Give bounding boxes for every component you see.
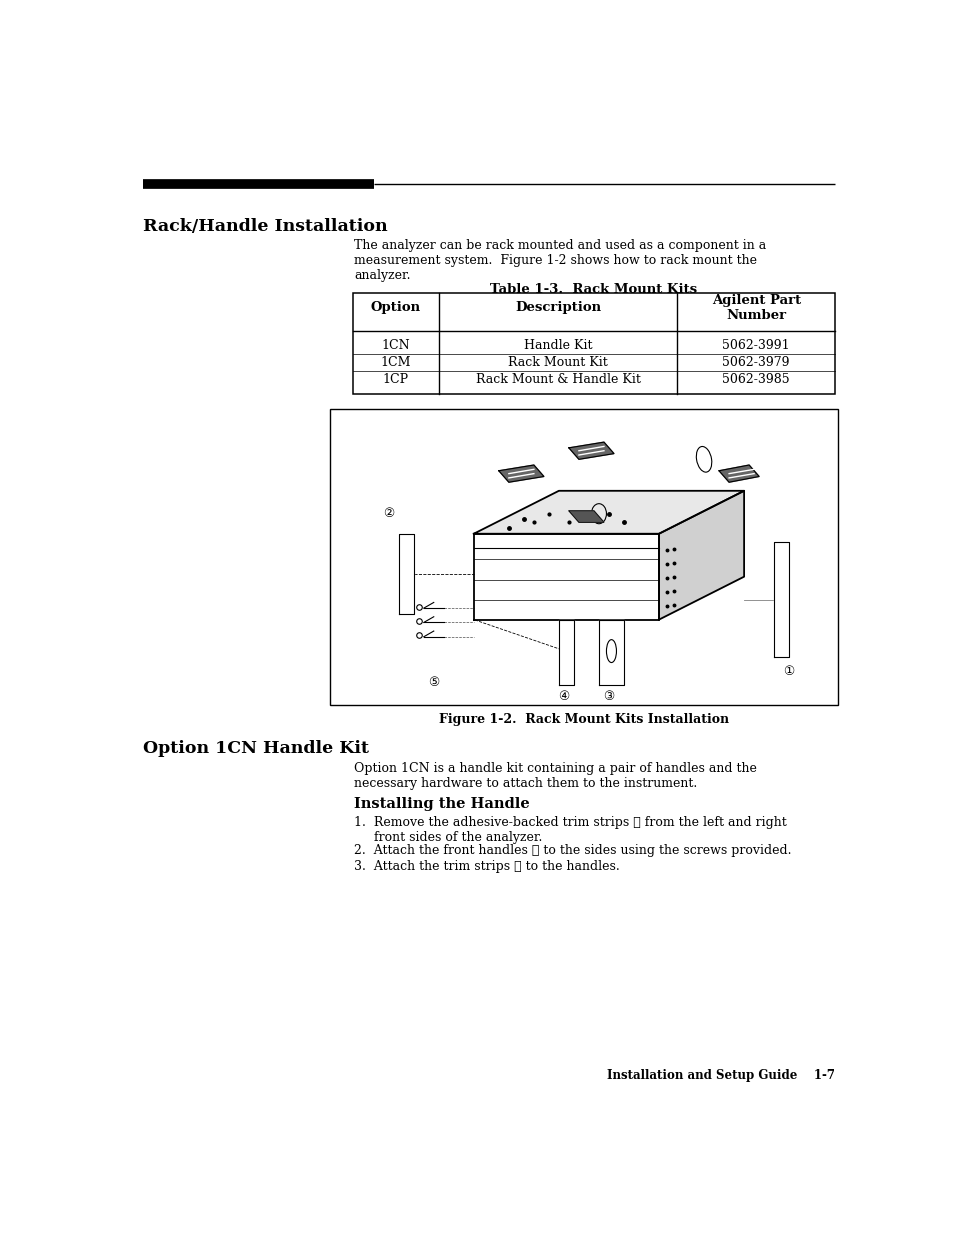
Text: 1.  Remove the adhesive-backed trim strips ① from the left and right: 1. Remove the adhesive-backed trim strip… <box>354 816 786 829</box>
Text: front sides of the analyzer.: front sides of the analyzer. <box>354 831 542 844</box>
Text: Description: Description <box>515 301 600 315</box>
Text: 1CM: 1CM <box>380 356 411 369</box>
Text: 5062-3991: 5062-3991 <box>721 338 789 352</box>
Bar <box>353 293 834 394</box>
Text: The analyzer can be rack mounted and used as a component in a: The analyzer can be rack mounted and use… <box>354 238 766 252</box>
Text: Handle Kit: Handle Kit <box>523 338 592 352</box>
Text: Rack Mount & Handle Kit: Rack Mount & Handle Kit <box>476 373 639 385</box>
Text: Rack/Handle Installation: Rack/Handle Installation <box>143 217 387 235</box>
Text: Option 1CN Handle Kit: Option 1CN Handle Kit <box>143 740 369 757</box>
Text: Option 1CN is a handle kit containing a pair of handles and the: Option 1CN is a handle kit containing a … <box>354 762 757 774</box>
Text: 5062-3979: 5062-3979 <box>721 356 789 369</box>
Text: Figure 1-2.  Rack Mount Kits Installation: Figure 1-2. Rack Mount Kits Installation <box>438 713 729 726</box>
Text: 3.  Attach the trim strips ④ to the handles.: 3. Attach the trim strips ④ to the handl… <box>354 860 619 872</box>
Text: necessary hardware to attach them to the instrument.: necessary hardware to attach them to the… <box>354 777 697 789</box>
Text: Rack Mount Kit: Rack Mount Kit <box>508 356 607 369</box>
Text: 5062-3985: 5062-3985 <box>721 373 789 385</box>
Text: Installing the Handle: Installing the Handle <box>354 797 530 810</box>
Text: Option: Option <box>371 301 420 315</box>
Text: analyzer.: analyzer. <box>354 269 411 282</box>
Text: 2.  Attach the front handles ③ to the sides using the screws provided.: 2. Attach the front handles ③ to the sid… <box>354 845 791 857</box>
Text: Installation and Setup Guide    1-7: Installation and Setup Guide 1-7 <box>606 1070 834 1082</box>
Text: Agilent Part
Number: Agilent Part Number <box>711 294 800 322</box>
Bar <box>330 409 837 704</box>
Text: 1CN: 1CN <box>381 338 410 352</box>
Text: measurement system.  Figure 1-2 shows how to rack mount the: measurement system. Figure 1-2 shows how… <box>354 253 757 267</box>
Text: 1CP: 1CP <box>382 373 409 385</box>
Text: Table 1-3.  Rack Mount Kits: Table 1-3. Rack Mount Kits <box>490 283 697 296</box>
